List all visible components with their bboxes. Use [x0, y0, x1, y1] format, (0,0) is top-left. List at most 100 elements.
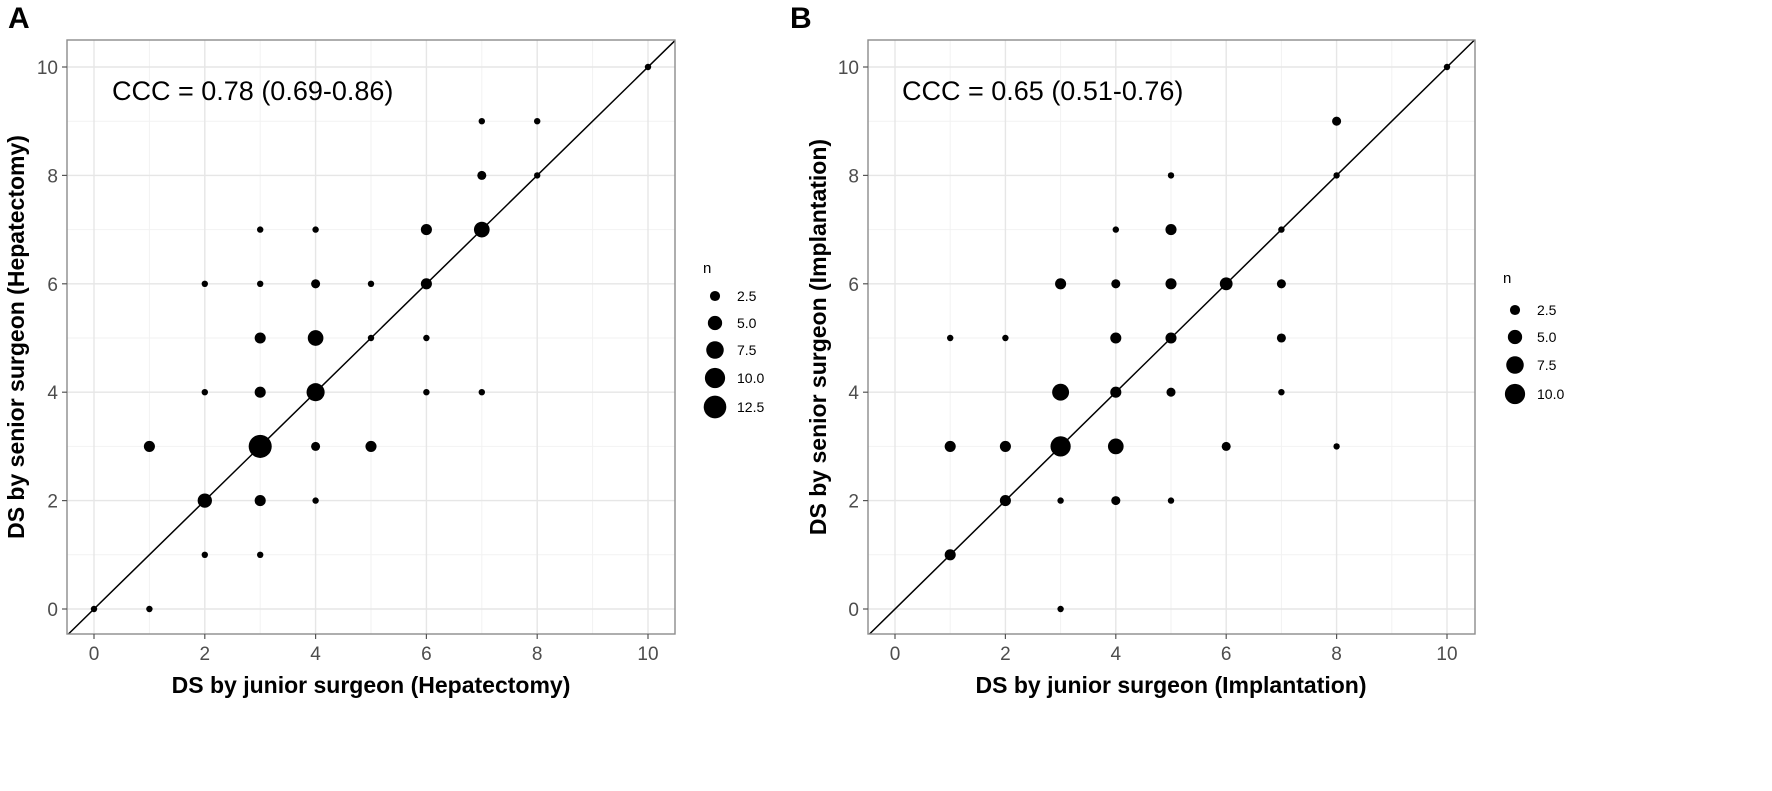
x-tick-label: 0	[89, 644, 100, 665]
data-point	[423, 389, 430, 396]
data-point	[644, 63, 652, 71]
data-point	[1055, 278, 1067, 290]
x-tick-label: 10	[1436, 644, 1457, 665]
panel-a-y-axis-title: DS by senior surgeon (Hepatectomy)	[3, 135, 29, 539]
data-point	[1050, 436, 1071, 457]
panel-label-a: A	[8, 2, 30, 35]
x-tick-label: 6	[421, 644, 432, 665]
panel-b-points	[944, 63, 1451, 613]
x-tick-label: 2	[200, 644, 211, 665]
data-point	[944, 440, 956, 452]
panel-a-size-legend: n 2.5 5.0 7.5 10.0 12.5	[703, 260, 764, 419]
data-point	[1111, 279, 1121, 289]
data-point	[1110, 332, 1122, 344]
legend-size-label: 5.0	[737, 315, 757, 331]
legend-size-key	[709, 290, 721, 302]
data-point	[1167, 497, 1175, 504]
legend-size-label: 12.5	[737, 399, 764, 415]
x-tick-label: 6	[1221, 644, 1232, 665]
legend-size-key	[704, 367, 726, 389]
data-point	[311, 441, 321, 451]
panel-a-x-axis-title: DS by junior surgeon (Hepatectomy)	[172, 672, 571, 698]
data-point	[257, 280, 264, 287]
data-point	[1219, 277, 1233, 291]
legend-size-label: 2.5	[737, 288, 757, 304]
data-point	[367, 334, 375, 342]
y-tick-label: 0	[47, 600, 58, 621]
data-point	[201, 280, 208, 287]
panel-a-ccc-annotation: CCC = 0.78 (0.69-0.86)	[112, 76, 393, 106]
data-point	[367, 280, 375, 287]
panel-a-grid	[67, 40, 675, 634]
data-point	[90, 605, 98, 613]
data-point	[1167, 172, 1175, 179]
data-point	[311, 279, 321, 289]
data-point	[534, 118, 541, 125]
legend-size-key	[1504, 383, 1526, 405]
data-point	[1221, 441, 1231, 451]
legend-size-key	[1507, 329, 1523, 345]
x-tick-label: 0	[890, 644, 901, 665]
panel-b-ccc-annotation: CCC = 0.65 (0.51-0.76)	[902, 76, 1183, 106]
data-point	[1112, 226, 1120, 233]
y-tick-label: 6	[47, 275, 58, 296]
y-tick-label: 4	[848, 383, 859, 404]
panel-a-ticks: 0 2 4 6 8 10 0 2 4 6 8 10	[37, 58, 659, 665]
panel-a-legend-title: n	[703, 260, 711, 277]
data-point	[478, 118, 485, 125]
panel-b-plot-border	[867, 39, 1476, 635]
legend-size-label: 7.5	[737, 342, 757, 358]
y-tick-label: 4	[47, 383, 58, 404]
panel-label-b: B	[790, 2, 812, 35]
y-tick-label: 6	[848, 275, 859, 296]
panel-b-x-axis-title: DS by junior surgeon (Implantation)	[976, 672, 1367, 698]
data-point	[365, 440, 377, 452]
y-tick-label: 2	[848, 492, 859, 513]
legend-size-label: 2.5	[1537, 302, 1557, 318]
data-point	[999, 495, 1011, 507]
data-point	[999, 440, 1011, 452]
data-point	[146, 605, 153, 613]
legend-size-label: 10.0	[1537, 386, 1564, 402]
data-point	[254, 386, 266, 398]
x-tick-label: 2	[1000, 644, 1011, 665]
y-tick-label: 8	[47, 166, 58, 187]
data-point	[534, 172, 541, 179]
data-point	[257, 226, 264, 233]
y-tick-label: 8	[848, 166, 859, 187]
data-point	[420, 224, 432, 236]
panel-a-points	[90, 63, 652, 613]
panel-b-y-axis-title: DS by senior surgeon (Implantation)	[805, 139, 831, 535]
y-tick-label: 10	[838, 58, 859, 79]
legend-size-key	[706, 341, 724, 359]
data-point	[473, 221, 490, 238]
data-point	[1166, 387, 1176, 397]
legend-size-key	[703, 395, 727, 419]
x-tick-label: 8	[532, 644, 543, 665]
data-point	[1057, 497, 1064, 504]
data-point	[1057, 605, 1064, 613]
data-point	[1052, 383, 1070, 401]
data-point	[478, 389, 485, 396]
data-point	[1443, 63, 1451, 71]
data-point	[306, 383, 325, 402]
data-point	[201, 551, 208, 558]
x-tick-label: 8	[1331, 644, 1342, 665]
data-point	[248, 434, 272, 458]
y-tick-label: 2	[47, 492, 58, 513]
data-point	[1333, 443, 1340, 450]
data-point	[1278, 389, 1285, 396]
data-point	[1111, 496, 1121, 506]
legend-size-label: 10.0	[737, 370, 764, 386]
data-point	[1276, 279, 1286, 289]
data-point	[307, 330, 324, 346]
panel-b-legend-title: n	[1503, 270, 1511, 287]
panel-b-size-legend: n 2.5 5.0 7.5 10.0	[1503, 270, 1564, 405]
x-tick-label: 10	[637, 644, 658, 665]
panel-b-ticks: 0 2 4 6 8 10 0 2 4 6 8 10	[838, 58, 1458, 665]
data-point	[423, 334, 430, 342]
data-point	[1110, 386, 1122, 398]
data-point	[312, 497, 319, 504]
